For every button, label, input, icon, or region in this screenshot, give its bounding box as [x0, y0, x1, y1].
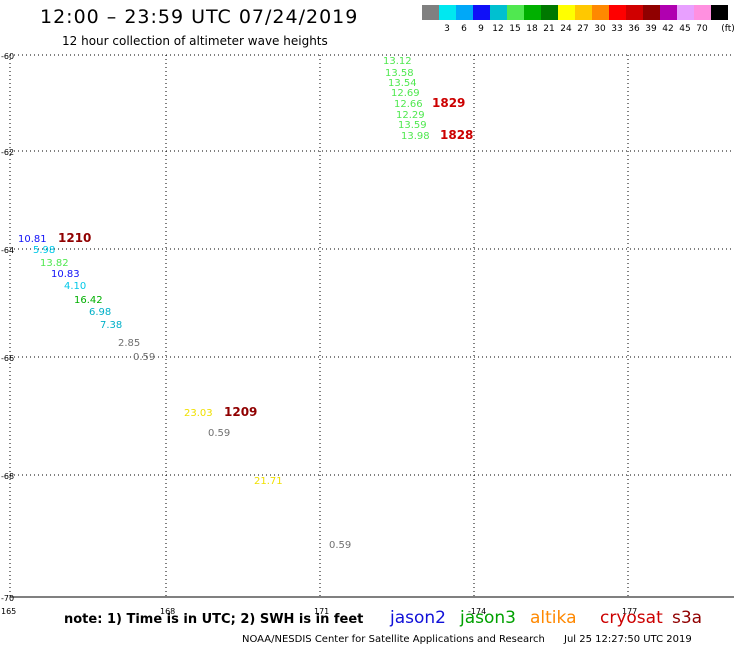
- longitude-label: -174: [468, 607, 486, 616]
- latitude-label: -70: [1, 594, 14, 603]
- legend-swatch: [575, 5, 592, 20]
- legend-label: 21: [543, 24, 555, 34]
- pass-time-label: 1209: [224, 405, 257, 419]
- wave-height-label: 0.59: [208, 428, 230, 439]
- longitude-label: 171: [314, 607, 329, 616]
- legend-label: 9: [478, 24, 484, 34]
- legend-swatch: [490, 5, 507, 20]
- wave-height-label: 13.58: [385, 68, 414, 79]
- legend-label: 39: [645, 24, 657, 34]
- legend-swatch: [660, 5, 677, 20]
- latitude-label: -64: [1, 246, 14, 255]
- legend-label: 18: [526, 24, 538, 34]
- pass-time-label: 1210: [58, 231, 91, 245]
- legend-swatch: [439, 5, 456, 20]
- wave-height-label: 10.83: [51, 269, 80, 280]
- legend-swatch: [643, 5, 660, 20]
- wave-height-label: 13.12: [383, 56, 412, 67]
- satellite-label-s3a: s3a: [672, 608, 703, 628]
- wave-height-label: 12.29: [396, 110, 425, 121]
- wave-readings: 13.1213.5813.5412.6912.6612.2913.5913.98…: [18, 56, 473, 551]
- wave-height-label: 13.82: [40, 258, 69, 269]
- satellite-label-jason3: jason3: [460, 608, 516, 628]
- wave-height-label: 13.54: [388, 78, 417, 89]
- wave-height-label: 5.98: [33, 245, 55, 256]
- wave-height-label: 2.85: [118, 338, 140, 349]
- wave-height-label: 13.59: [398, 120, 427, 131]
- legend-swatch: [592, 5, 609, 20]
- legend-label: 30: [594, 24, 606, 34]
- pass-time-label: 1828: [440, 128, 473, 142]
- wave-height-label: 10.81: [18, 234, 47, 245]
- satellite-label-jason2: jason2: [390, 608, 446, 628]
- legend-label: 42: [662, 24, 674, 34]
- longitude-label: 168: [160, 607, 175, 616]
- legend-label: 15: [509, 24, 521, 34]
- legend-label: 45: [679, 24, 691, 34]
- map-title: 12:00 – 23:59 UTC 07/24/2019: [40, 6, 359, 28]
- latitude-label: -62: [1, 148, 14, 157]
- wave-height-label: 4.10: [64, 281, 86, 292]
- legend-swatch: [677, 5, 694, 20]
- legend-swatch: [711, 5, 728, 20]
- wave-height-label: 0.59: [329, 540, 351, 551]
- wave-height-label: 23.03: [184, 408, 213, 419]
- latitude-label: -68: [1, 472, 14, 481]
- latitude-label: -60: [1, 52, 14, 61]
- map-subtitle: 12 hour collection of altimeter wave hei…: [62, 34, 328, 48]
- wave-height-label: 0.59: [133, 352, 155, 363]
- legend-label: 12: [492, 24, 504, 34]
- map-grid: [9, 54, 734, 598]
- satellite-label-cryosat: cryosat: [600, 608, 663, 628]
- footer-note: note: 1) Time is in UTC; 2) SWH is in fe…: [64, 612, 364, 627]
- legend-swatch: [524, 5, 541, 20]
- legend-label: 27: [577, 24, 589, 34]
- wave-height-label: 7.38: [100, 320, 122, 331]
- wave-height-label: 12.66: [394, 99, 423, 110]
- legend-swatch: [694, 5, 711, 20]
- credit-text: NOAA/NESDIS Center for Satellite Applica…: [242, 634, 545, 645]
- wave-height-label: 6.98: [89, 307, 111, 318]
- axis-labels: -60 -62 -64 -66 -68 -70 165 168 171 -174 177: [1, 52, 637, 616]
- legend-label: 3: [444, 24, 450, 34]
- legend-swatch: [541, 5, 558, 20]
- legend-swatch: [626, 5, 643, 20]
- legend-label: 33: [611, 24, 623, 34]
- satellite-label-altika: altika: [530, 608, 577, 628]
- wave-height-label: 12.69: [391, 88, 420, 99]
- wave-height-label: 16.42: [74, 295, 103, 306]
- wave-height-label: 13.98: [401, 131, 430, 142]
- latitude-label: -66: [1, 354, 14, 363]
- legend-label: 70: [696, 24, 708, 34]
- legend-swatch: [558, 5, 575, 20]
- legend-unit: (ft): [721, 24, 735, 34]
- legend-swatch: [507, 5, 524, 20]
- legend-swatch: [473, 5, 490, 20]
- longitude-label: 177: [622, 607, 637, 616]
- generated-timestamp: Jul 25 12:27:50 UTC 2019: [564, 634, 692, 645]
- longitude-label: 165: [1, 607, 16, 616]
- pass-time-label: 1829: [432, 96, 465, 110]
- legend-swatch: [422, 5, 439, 20]
- legend-swatch: [456, 5, 473, 20]
- legend-label: 24: [560, 24, 572, 34]
- legend-label: 6: [461, 24, 467, 34]
- legend-label: 36: [628, 24, 640, 34]
- legend-swatch: [609, 5, 626, 20]
- wave-height-label: 21.71: [254, 476, 283, 487]
